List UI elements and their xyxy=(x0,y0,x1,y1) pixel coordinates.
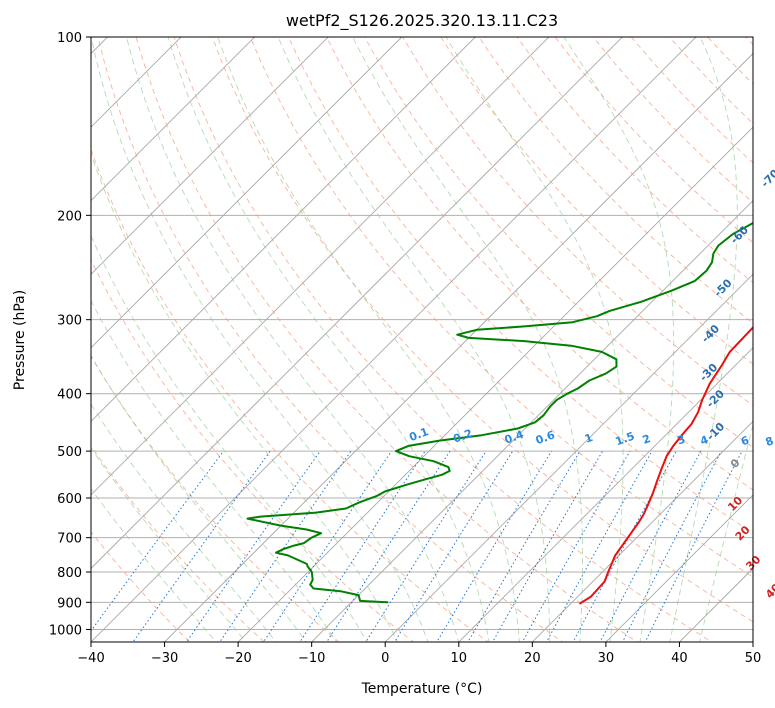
mixing-ratio-label: 1.5 xyxy=(614,429,637,448)
x-tick-label: 10 xyxy=(451,651,468,666)
moist-adiabat-line xyxy=(91,234,368,642)
x-tick-label: −20 xyxy=(224,651,251,666)
y-tick-label: 600 xyxy=(57,492,82,507)
moist-adiabat-line xyxy=(563,37,675,642)
mixing-ratio-label: 8 xyxy=(764,434,775,449)
x-axis-label: Temperature (°C) xyxy=(361,681,483,697)
mixing-ratio-line xyxy=(492,450,604,642)
moist-adiabat-line xyxy=(445,37,624,642)
moist-adiabat-line xyxy=(669,37,738,642)
isotherm-line xyxy=(384,273,753,642)
chart-title: wetPf2_S126.2025.320.13.11.C23 xyxy=(286,11,558,31)
isotherm-line xyxy=(458,347,753,642)
x-tick-label: −40 xyxy=(77,651,104,666)
axes: −40 −30 −20 −10 0 10 20 30 40 5010020030040050060… xyxy=(49,31,761,666)
moist-adiabat-label: 40 xyxy=(763,581,775,601)
dry-adiabat-line xyxy=(91,148,489,642)
isotherm-line xyxy=(91,37,624,570)
mixing-ratio-label: 1 xyxy=(583,431,595,446)
x-tick-label: 30 xyxy=(598,651,615,666)
moist-adiabat-line xyxy=(91,152,398,642)
mixing-ratio-line xyxy=(132,450,271,642)
mixing-ratio-line xyxy=(326,450,451,642)
moist-adiabat-line xyxy=(91,403,277,642)
moist-adiabat-line xyxy=(699,422,753,642)
dry-adiabat-line xyxy=(211,37,753,623)
dry-adiabat-line xyxy=(440,37,753,365)
dry-adiabat-line xyxy=(97,37,564,642)
dry-adiabat-line xyxy=(91,258,415,642)
x-tick-label: 20 xyxy=(524,651,541,666)
mixing-ratio-line xyxy=(365,450,487,642)
mixing-ratio-label: 3 xyxy=(675,433,687,448)
isotherm-line xyxy=(605,494,753,642)
mixing-ratio-line xyxy=(394,450,514,642)
y-tick-label: 900 xyxy=(57,596,82,611)
x-tick-label: 50 xyxy=(745,651,762,666)
mixing-ratio-line xyxy=(436,450,552,642)
mixing-ratio-label: 0.1 xyxy=(408,425,431,444)
mixing-ratio-line xyxy=(262,450,392,642)
mixing-ratio-line xyxy=(599,450,702,642)
y-tick-label: 200 xyxy=(57,209,82,224)
temperature-profile-line xyxy=(578,325,753,605)
y-tick-label: 800 xyxy=(57,566,82,581)
isotherm-line xyxy=(91,37,256,202)
dewpoint-profile-line xyxy=(246,221,753,604)
y-tick-label: 700 xyxy=(57,532,82,547)
mixing-ratio-line xyxy=(546,450,653,642)
dry-adiabat-line xyxy=(287,37,753,534)
isotherm-line xyxy=(91,37,697,642)
mixing-ratio-line xyxy=(467,450,581,642)
dry-adiabat-line xyxy=(364,37,753,448)
y-tick-label: 400 xyxy=(57,388,82,403)
moist-adiabat-line xyxy=(91,299,337,642)
moist-adiabat-line xyxy=(91,354,307,642)
dry-adiabat-line xyxy=(478,37,753,324)
moist-adiabat-line xyxy=(91,487,217,642)
dry-adiabat-line xyxy=(249,37,753,578)
y-tick-label: 300 xyxy=(57,314,82,329)
mixing-ratio-line xyxy=(299,450,426,642)
profile-series xyxy=(246,221,753,605)
mixing-ratio-label: 4 xyxy=(698,433,710,448)
isotherm-line xyxy=(163,52,753,642)
plot-frame xyxy=(90,36,754,643)
y-tick-label: 1000 xyxy=(49,623,82,638)
mixing-ratio-label: 0.2 xyxy=(452,427,475,446)
y-tick-label: 500 xyxy=(57,445,82,460)
x-tick-label: 40 xyxy=(671,651,688,666)
moist-adiabat-line xyxy=(217,37,520,642)
isotherm-line xyxy=(91,37,403,349)
plot-area-background xyxy=(91,37,753,642)
moist-adiabat-line xyxy=(167,37,490,642)
isotherm-line xyxy=(91,37,550,496)
x-tick-label: −30 xyxy=(151,651,178,666)
isotherm-line xyxy=(91,37,329,275)
moist-adiabat-line xyxy=(352,37,583,642)
isotherm-line xyxy=(311,200,753,642)
mixing-ratio-label: 2 xyxy=(641,432,653,447)
y-axis-label: Pressure (hPa) xyxy=(12,290,28,390)
mixing-ratio-line xyxy=(219,450,352,642)
dry-adiabat-line xyxy=(91,355,340,642)
x-tick-label: 0 xyxy=(381,651,389,666)
mixing-ratio-label: 0.4 xyxy=(503,428,526,447)
x-tick-label: −10 xyxy=(298,651,325,666)
isotherm-line xyxy=(91,37,476,422)
background-lines xyxy=(91,37,753,642)
moist-adiabat-line xyxy=(126,37,459,642)
moist-adiabat-line xyxy=(277,37,551,642)
moist-adiabat-line xyxy=(91,447,247,642)
y-tick-label: 100 xyxy=(57,31,82,46)
mixing-ratio-label: 0.6 xyxy=(534,428,557,447)
mixing-ratio-label: 6 xyxy=(739,433,751,448)
isotherm-line xyxy=(237,126,753,642)
dry-adiabat-line xyxy=(91,445,265,642)
moist-adiabat-line xyxy=(91,37,429,642)
isotherm-line xyxy=(91,37,182,128)
